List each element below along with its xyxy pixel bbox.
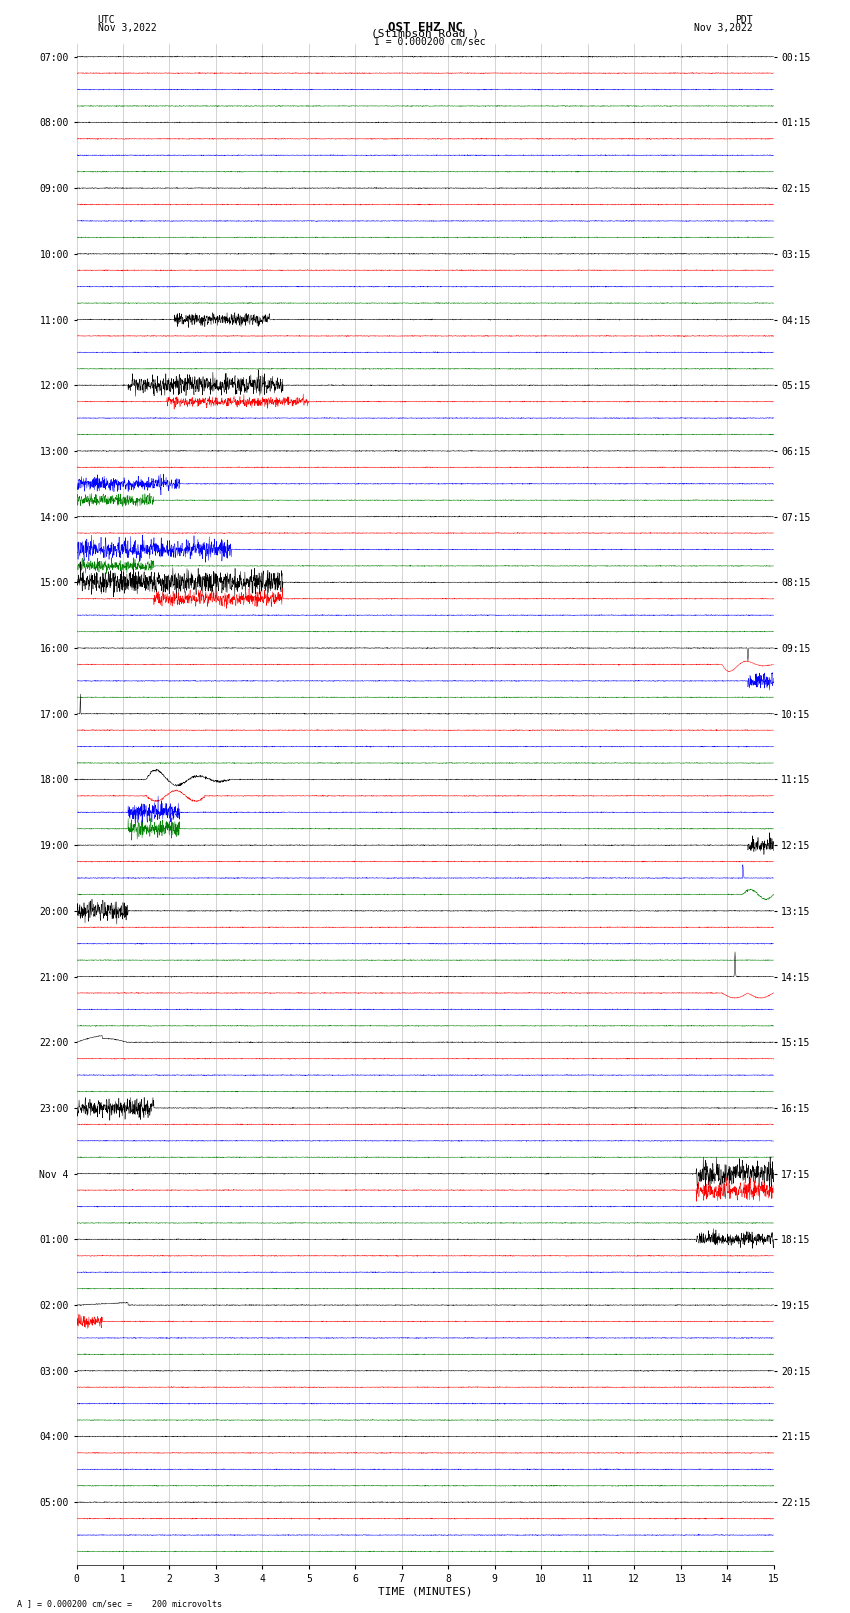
Text: Nov 3,2022: Nov 3,2022 xyxy=(694,23,752,32)
Text: A ] = 0.000200 cm/sec =    200 microvolts: A ] = 0.000200 cm/sec = 200 microvolts xyxy=(17,1598,222,1608)
Text: PDT: PDT xyxy=(734,15,752,24)
Text: UTC: UTC xyxy=(98,15,116,24)
Text: (Stimpson Road ): (Stimpson Road ) xyxy=(371,29,479,39)
Text: Nov 3,2022: Nov 3,2022 xyxy=(98,23,156,32)
Text: OST EHZ NC: OST EHZ NC xyxy=(388,21,462,34)
Text: I = 0.000200 cm/sec: I = 0.000200 cm/sec xyxy=(374,37,485,47)
X-axis label: TIME (MINUTES): TIME (MINUTES) xyxy=(377,1587,473,1597)
